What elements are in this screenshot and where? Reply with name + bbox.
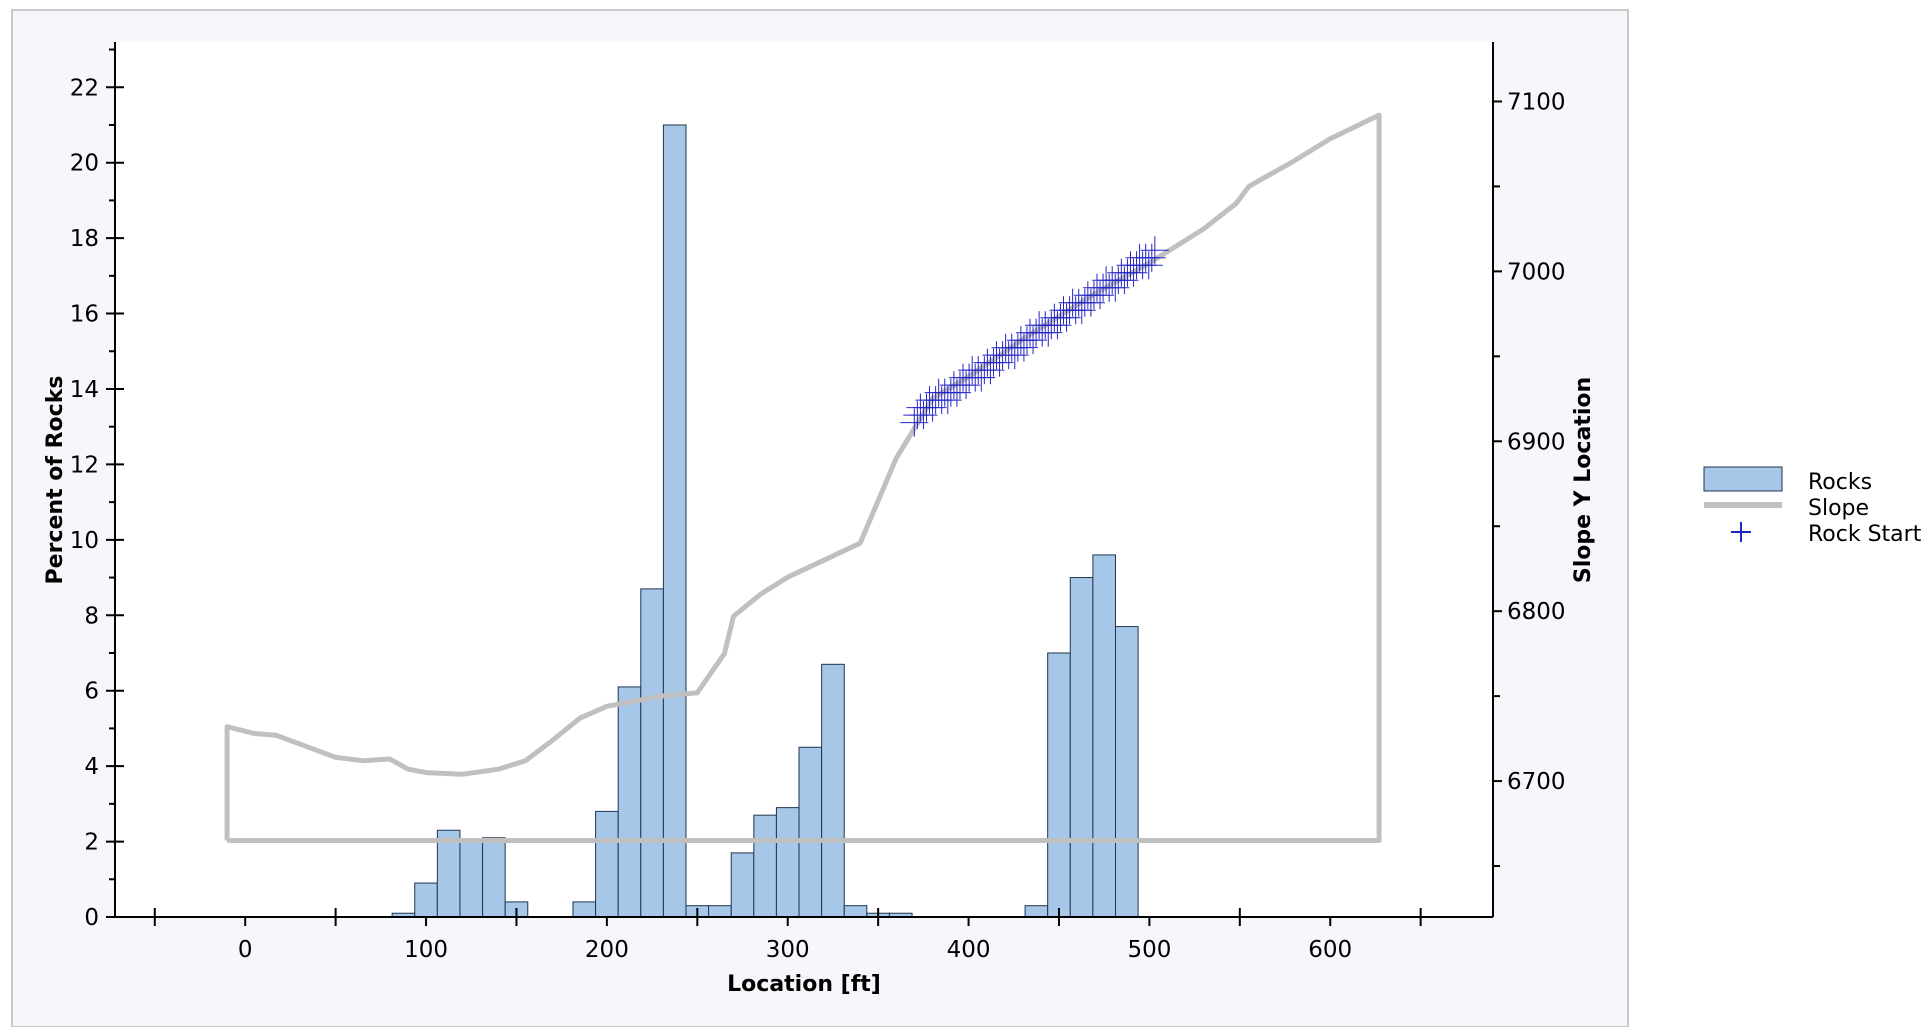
legend-label-slope: Slope [1808,496,1869,521]
x-tick-label: 600 [1308,937,1352,963]
slope-line [224,112,1382,843]
left-y-tick-label: 2 [84,830,99,856]
left-y-tick-label: 10 [70,528,99,554]
rock-start-marker [1134,251,1163,280]
left-y-tick-label: 4 [84,754,99,780]
histogram-bar [1047,652,1071,918]
histogram-bar [436,829,461,918]
x-tick-label: 200 [585,937,629,963]
x-tick-label: 300 [766,937,810,963]
rock-start-series [900,236,1169,437]
histogram-bar [1024,905,1049,918]
legend-swatch-rock-start [1731,522,1751,542]
right-y-tick-label: 7100 [1507,89,1566,115]
histogram-bar [775,807,800,918]
histogram-bar [798,746,823,918]
histogram-bar [640,588,664,918]
legend: Rocks Slope Rock Start [1703,466,1922,547]
histogram-bar [595,810,619,918]
x-tick-label: 0 [238,937,253,963]
histogram-bar [1114,626,1139,918]
rock-start-marker [1140,236,1169,265]
legend-label-rock-start: Rock Start [1808,522,1922,547]
histogram-bar [572,901,597,918]
slope-series [224,112,1382,843]
histogram-bar [821,663,845,918]
rock-start-marker [1137,243,1166,272]
histogram-bar [1069,577,1094,918]
right-y-axis-title: Slope Y Location [1571,377,1596,583]
histogram-bar [482,837,506,918]
legend-label-rocks: Rocks [1808,470,1872,495]
left-y-tick-label: 16 [70,302,99,328]
left-y-tick-label: 12 [70,452,99,478]
x-tick-label: 100 [404,937,448,963]
histogram-bar [617,686,642,918]
right-y-tick-label: 6700 [1507,769,1566,795]
x-tick-label: 400 [947,937,991,963]
left-y-tick-label: 6 [84,679,99,705]
histogram-bar [730,852,755,918]
left-y-tick-label: 14 [70,377,99,403]
left-y-axis-title: Percent of Rocks [43,376,68,585]
histogram-bar [662,124,687,918]
right-y-tick-label: 6800 [1507,599,1566,625]
axes: 0 100 200 300 400 500 600 0 2 4 6 8 10 12 14 16 18 20 22 67… [70,42,1566,963]
histogram-bar [459,841,484,918]
histogram-bar [843,905,868,918]
left-y-tick-label: 8 [84,603,99,629]
left-y-tick-label: 0 [84,905,99,931]
histogram-bar [708,905,732,918]
x-axis-title: Location [ft] [727,972,881,997]
histogram-bar [1092,554,1116,918]
left-y-tick-label: 18 [70,226,99,252]
left-y-tick-label: 20 [70,151,99,177]
x-tick-label: 500 [1127,937,1171,963]
histogram-bar [414,882,438,918]
right-y-tick-label: 6900 [1507,429,1566,455]
right-y-tick-label: 7000 [1507,259,1566,285]
left-y-tick-label: 22 [70,75,99,101]
legend-swatch-rocks [1703,466,1783,492]
histogram-bar [753,814,777,918]
